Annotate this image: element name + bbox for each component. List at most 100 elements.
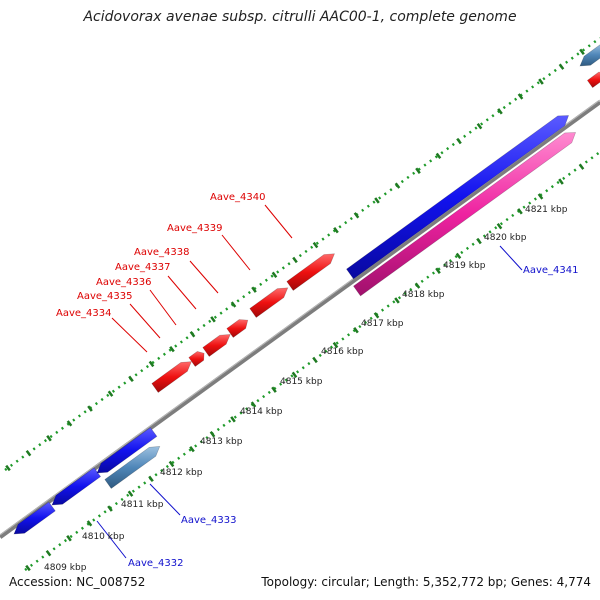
gene-label-aave-4334[interactable]: Aave_4334 [56,308,112,319]
lower-track-tick-2 [66,535,72,542]
gene-aave-4332-bar[interactable] [13,501,56,535]
lower-track-tick-14 [312,356,318,364]
connector-aave-4334 [111,317,148,353]
lower-track-tick-7 [168,460,175,468]
lower-track-tick-27 [578,163,585,170]
gene-label-aave-4339[interactable]: Aave_4339 [167,223,223,234]
upper-dotted-track [4,36,600,472]
lower-track-tick-11 [250,401,257,408]
gene-aave-4339-bar[interactable] [286,253,335,291]
upper-track-tick-26 [538,78,544,85]
upper-track-tick-24 [497,108,503,115]
upper-track-tick-9 [189,331,196,338]
tick-label-4812: 4812 kbp [160,468,203,478]
tick-label-4817: 4817 kbp [361,319,404,329]
gene-aave-4337-bar[interactable] [226,319,249,338]
upper-track-tick-5 [107,390,114,397]
genome-backbone [0,100,600,539]
upper-track-tick-27 [558,63,565,70]
lower-track-tick-0 [25,564,31,572]
lower-track-tick-18 [394,297,400,304]
tick-label-4810: 4810 kbp [82,532,125,542]
upper-track-tick-2 [46,435,52,442]
upper-track-tick-22 [456,137,462,145]
lower-track-tick-9 [209,431,216,438]
gene-aave-4338-bar[interactable] [249,287,289,318]
gene-aave-4336-bar[interactable] [202,334,231,357]
lower-track-tick-6 [148,475,154,483]
upper-track-tick-8 [169,345,175,353]
gene-label-aave-4338[interactable]: Aave_4338 [134,247,190,258]
lower-track-tick-8 [189,445,195,453]
connector-aave-4337 [167,275,197,310]
scale-ticks [5,48,585,572]
lower-track-tick-22 [476,237,482,245]
upper-track-tick-25 [517,93,524,100]
lower-dotted-track [24,150,600,572]
lower-track-tick-3 [86,520,93,527]
upper-track-tick-15 [312,241,319,249]
gene-label-aave-4335[interactable]: Aave_4335 [77,291,133,302]
lower-track-tick-16 [353,327,359,334]
gene-aave-4340-bar[interactable] [346,115,570,280]
lower-track-tick-25 [537,193,544,200]
upper-track-tick-3 [66,420,73,427]
gene-label-connectors [96,204,523,559]
lower-track-tick-24 [517,208,523,215]
lower-track-tick-10 [230,416,236,423]
lower-track-tick-20 [435,267,441,274]
connector-aave-4336 [149,289,177,326]
gene-aave-4334-bar[interactable] [151,361,192,393]
upper-track-tick-7 [148,360,155,368]
map-title: Acidovorax avenae subsp. citrulli AAC00-… [83,9,517,25]
upper-track-tick-18 [374,197,380,204]
connector-aave-4335 [129,303,161,339]
lower-track-tick-12 [271,386,277,393]
connector-aave-4339 [221,234,251,271]
upper-track-tick-13 [271,271,278,278]
connector-aave-4333 [149,483,181,516]
gene-aave-4333-bar[interactable] [104,446,161,489]
connector-aave-4341 [499,245,523,271]
tick-label-4813: 4813 kbp [200,437,243,447]
tick-label-4814: 4814 kbp [240,407,283,417]
gene-label-aave-4340[interactable]: Aave_4340 [210,192,266,203]
upper-track-tick-1 [25,449,32,457]
tick-label-4816: 4816 kbp [321,347,364,357]
tick-label-4819: 4819 kbp [443,261,486,271]
gene-aave-4335-bar[interactable] [188,351,205,367]
upper-track-tick-17 [353,212,360,219]
gene-label-aave-4337[interactable]: Aave_4337 [115,262,171,273]
accession-text: Accession: NC_008752 [9,575,146,589]
lower-track-tick-21 [455,252,462,260]
lower-track-tick-23 [496,222,503,230]
lower-track-tick-5 [127,490,134,497]
gene-aave-4330-bar[interactable] [96,427,158,474]
tick-label-4809: 4809 kbp [44,563,87,573]
gene-label-aave-4336[interactable]: Aave_4336 [96,277,152,288]
genome-summary-text: Topology: circular; Length: 5,352,772 bp… [261,575,591,589]
lower-track-tick-19 [414,282,421,289]
connector-aave-4332 [96,520,127,559]
gene-aave-4341-bar[interactable] [353,132,577,297]
upper-track-tick-0 [5,464,11,472]
lower-track-tick-1 [45,549,52,557]
upper-track-tick-20 [415,167,421,174]
upper-track-tick-10 [210,316,216,323]
gene-top-right-red-bar[interactable] [586,71,600,89]
upper-track-tick-21 [435,152,442,160]
lower-track-tick-17 [373,312,380,319]
tick-label-4811: 4811 kbp [121,500,164,510]
upper-track-tick-16 [333,227,339,234]
tick-label-4821: 4821 kbp [525,205,568,215]
upper-track-tick-11 [230,301,237,308]
gene-label-aave-4341[interactable]: Aave_4341 [523,265,579,276]
gene-aave-4331-bar[interactable] [51,467,102,506]
gene-features [13,44,600,535]
connector-aave-4338 [189,260,219,294]
gene-top-right-steelblue-bar[interactable] [579,44,600,67]
gene-label-aave-4333[interactable]: Aave_4333 [181,515,237,526]
tick-label-4815: 4815 kbp [280,377,323,387]
gene-label-aave-4332[interactable]: Aave_4332 [128,558,184,569]
